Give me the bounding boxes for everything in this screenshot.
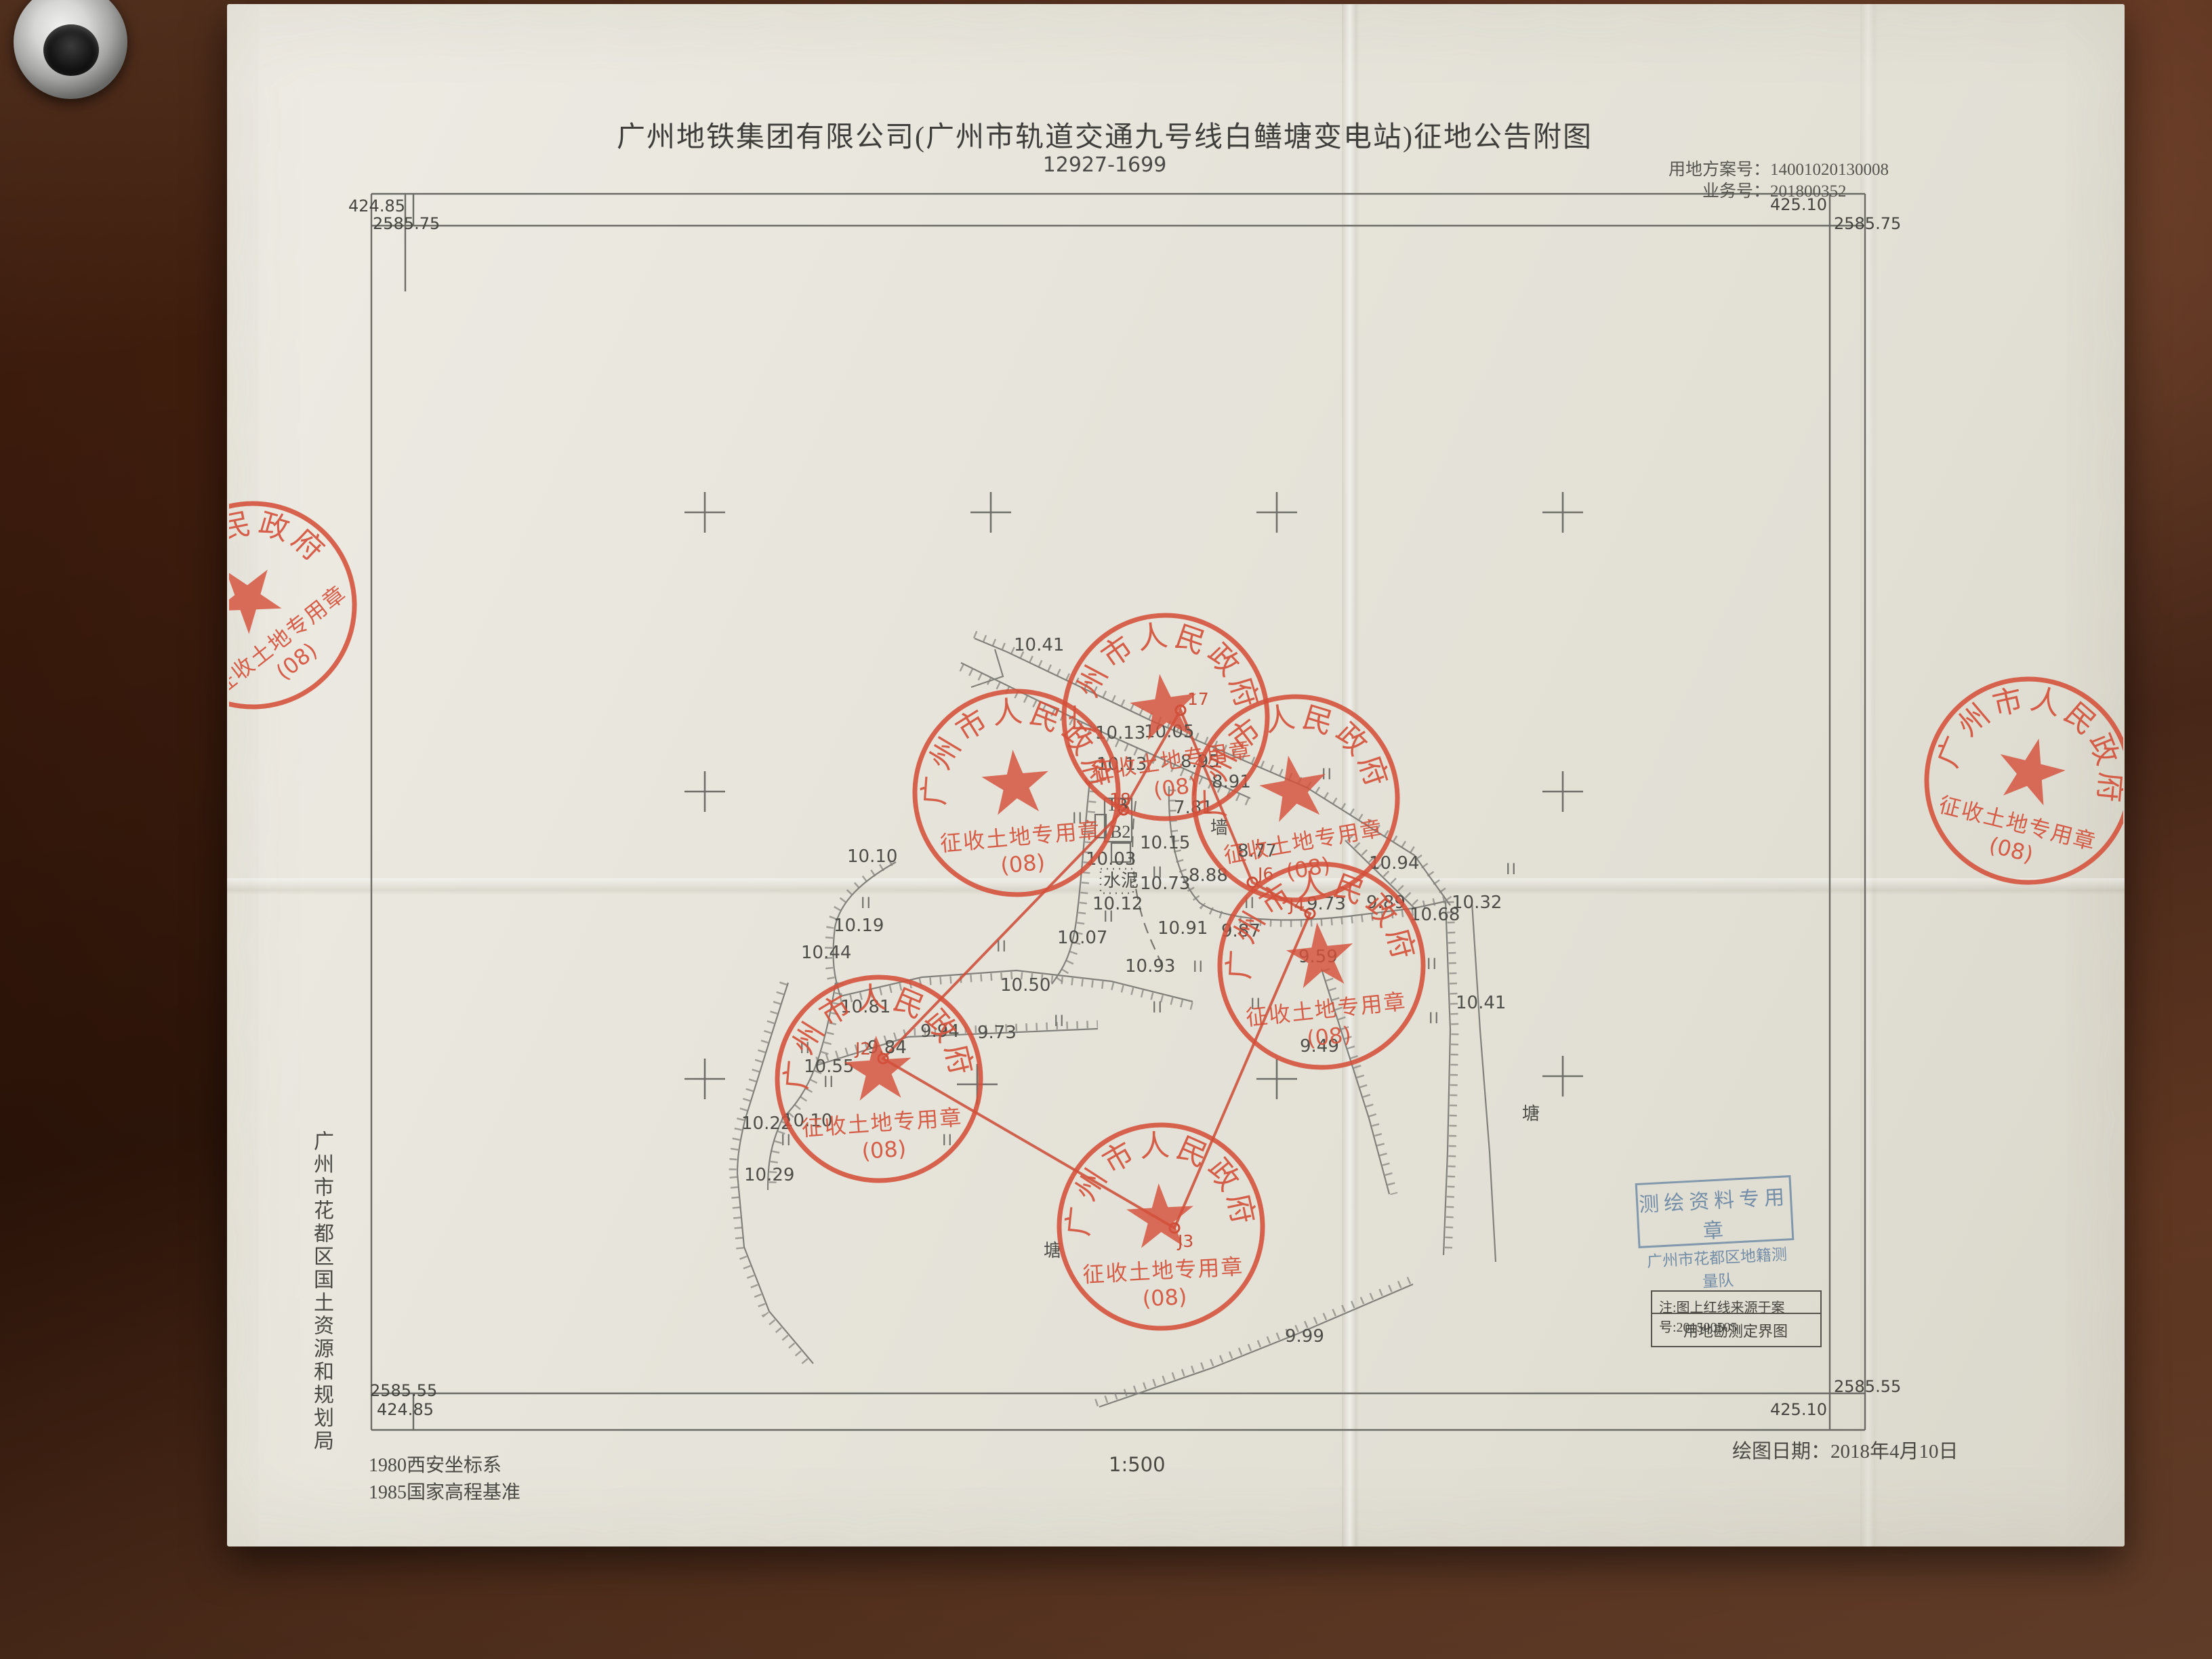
svg-text:(08): (08) bbox=[1142, 1284, 1188, 1311]
svg-text:10.41: 10.41 bbox=[1456, 993, 1506, 1013]
svg-text:10.68: 10.68 bbox=[1410, 905, 1460, 925]
svg-text:水泥: 水泥 bbox=[1103, 871, 1139, 890]
surveying-stamp-agency: 广州市花都区地籍测量队 bbox=[1646, 1246, 1788, 1291]
svg-text:10.44: 10.44 bbox=[801, 943, 851, 963]
svg-text:II: II bbox=[1193, 959, 1204, 976]
business-number: 业务号：201800352 bbox=[1702, 182, 1847, 201]
red-government-stamp: 广州市人民政府 征收土地专用章 (08) bbox=[1057, 1122, 1265, 1331]
note-redline-source: 注:图上红线来源于案号:201500505 bbox=[1652, 1292, 1820, 1335]
survey-linework bbox=[729, 630, 1497, 1408]
frame-coord-bottom-left-n: 2585.55 bbox=[370, 1381, 438, 1400]
drawing-date: 绘图日期：2018年4月10日 bbox=[1732, 1441, 1959, 1462]
svg-text:II: II bbox=[1429, 1010, 1440, 1027]
land-plan-number: 用地方案号：14001020130008 bbox=[1668, 161, 1889, 179]
document-title: 广州地铁集团有限公司(广州市轨道交通九号线白鳝塘变电站)征地公告附图 bbox=[617, 122, 1593, 153]
red-government-stamp-left-edge: 广州市人民政府 征收土地专用章 (08) bbox=[209, 467, 357, 710]
note-box: 注:图上红线来源于案号:201500505 用地勘测定界图 bbox=[1651, 1290, 1822, 1347]
svg-text:(08): (08) bbox=[1305, 1021, 1352, 1052]
svg-text:征收土地专用章: 征收土地专用章 bbox=[209, 581, 351, 699]
svg-text:8.77: 8.77 bbox=[1237, 841, 1277, 861]
svg-text:10.29: 10.29 bbox=[744, 1165, 794, 1185]
svg-text:10.13: 10.13 bbox=[1097, 754, 1147, 775]
svg-text:II: II bbox=[942, 1132, 954, 1149]
svg-text:II: II bbox=[1103, 909, 1115, 926]
svg-text:征收土地专用章: 征收土地专用章 bbox=[939, 817, 1102, 856]
svg-text:10.91: 10.91 bbox=[1158, 918, 1208, 939]
svg-text:10.15: 10.15 bbox=[1140, 833, 1190, 853]
surveying-data-stamp: 测绘资料专用章 广州市花都区地籍测量队 bbox=[1635, 1175, 1795, 1290]
svg-text:10.93: 10.93 bbox=[1125, 956, 1175, 977]
svg-text:(08): (08) bbox=[1151, 772, 1199, 804]
svg-text:10.55: 10.55 bbox=[804, 1057, 854, 1077]
svg-text:10.07: 10.07 bbox=[1057, 928, 1107, 948]
sheet-number: 12927-1699 bbox=[1042, 153, 1167, 177]
svg-text:II: II bbox=[800, 1040, 811, 1057]
svg-text:9.49: 9.49 bbox=[1300, 1036, 1339, 1057]
frame-coord-top-right-e: 425.10 bbox=[1770, 195, 1827, 214]
svg-text:II: II bbox=[1054, 1013, 1065, 1030]
svg-text:II: II bbox=[1250, 996, 1262, 1013]
left-margin-agency: 广州市花都区国土资源和规划局 bbox=[310, 1130, 333, 1453]
desk-grommet-hole bbox=[43, 24, 99, 76]
map-frame bbox=[370, 192, 1866, 1431]
frame-coord-top-left-n: 2585.75 bbox=[373, 214, 441, 233]
svg-text:征收土地专用章: 征收土地专用章 bbox=[1082, 1254, 1245, 1287]
desk-grommet bbox=[14, 0, 127, 99]
svg-text:墙: 墙 bbox=[1210, 818, 1228, 838]
svg-text:10.32: 10.32 bbox=[1452, 893, 1502, 913]
coordinate-system-note: 1980西安坐标系 bbox=[369, 1455, 502, 1476]
frame-coord-bottom-right-e: 425.10 bbox=[1770, 1400, 1827, 1419]
svg-text:II: II bbox=[781, 1132, 792, 1149]
map-scale: 1:500 bbox=[1109, 1453, 1166, 1476]
svg-text:II: II bbox=[1322, 766, 1333, 783]
red-government-stamp-right-edge: 广州市人民政府 征收土地专用章 (08) bbox=[1924, 662, 2123, 885]
svg-text:II: II bbox=[1427, 956, 1438, 973]
svg-text:II: II bbox=[996, 939, 1008, 956]
frame-coord-top-right-n: 2585.75 bbox=[1834, 214, 1902, 233]
red-government-stamp: 广州市人民政府 征收土地专用章 (08) bbox=[773, 975, 983, 1183]
svg-text:II: II bbox=[1506, 861, 1517, 878]
svg-text:塘: 塘 bbox=[1044, 1241, 1061, 1261]
frame-coord-bottom-left-e: 424.85 bbox=[377, 1400, 434, 1419]
svg-text:9.94: 9.94 bbox=[920, 1021, 960, 1042]
svg-text:10.73: 10.73 bbox=[1140, 874, 1190, 894]
svg-text:9.99: 9.99 bbox=[1285, 1326, 1324, 1347]
svg-text:II: II bbox=[1072, 811, 1084, 827]
surveying-stamp-title: 测绘资料专用章 bbox=[1638, 1186, 1790, 1243]
svg-text:(08): (08) bbox=[861, 1135, 907, 1164]
svg-text:塘: 塘 bbox=[1522, 1104, 1540, 1124]
svg-text:10.81: 10.81 bbox=[840, 997, 890, 1017]
svg-text:II: II bbox=[861, 895, 872, 912]
registration-crosses bbox=[684, 492, 1583, 1105]
svg-text:(08): (08) bbox=[1000, 849, 1046, 879]
svg-text:10.10: 10.10 bbox=[847, 846, 897, 867]
svg-text:10.12: 10.12 bbox=[1092, 894, 1143, 914]
elevation-datum-note: 1985国家高程基准 bbox=[369, 1482, 521, 1503]
svg-text:II: II bbox=[823, 1074, 835, 1091]
svg-text:10.41: 10.41 bbox=[1014, 635, 1064, 655]
parcel-point-label: 17 bbox=[1187, 689, 1209, 709]
note-boundary-map: 用地勘测定界图 bbox=[1683, 1323, 1788, 1340]
parcel-point-label: J2 bbox=[854, 1039, 871, 1059]
vegetation-symbols: II II II II II II II II II II II II II I… bbox=[781, 766, 1517, 1149]
frame-coord-top-left-e: 424.85 bbox=[348, 197, 405, 216]
svg-text:II: II bbox=[1152, 865, 1164, 882]
svg-text:10.19: 10.19 bbox=[834, 916, 884, 936]
svg-text:9.73: 9.73 bbox=[977, 1023, 1017, 1043]
frame-coord-bottom-right-n: 2585.55 bbox=[1834, 1377, 1902, 1396]
svg-text:10.50: 10.50 bbox=[1000, 975, 1050, 996]
svg-text:II: II bbox=[1152, 1000, 1164, 1017]
